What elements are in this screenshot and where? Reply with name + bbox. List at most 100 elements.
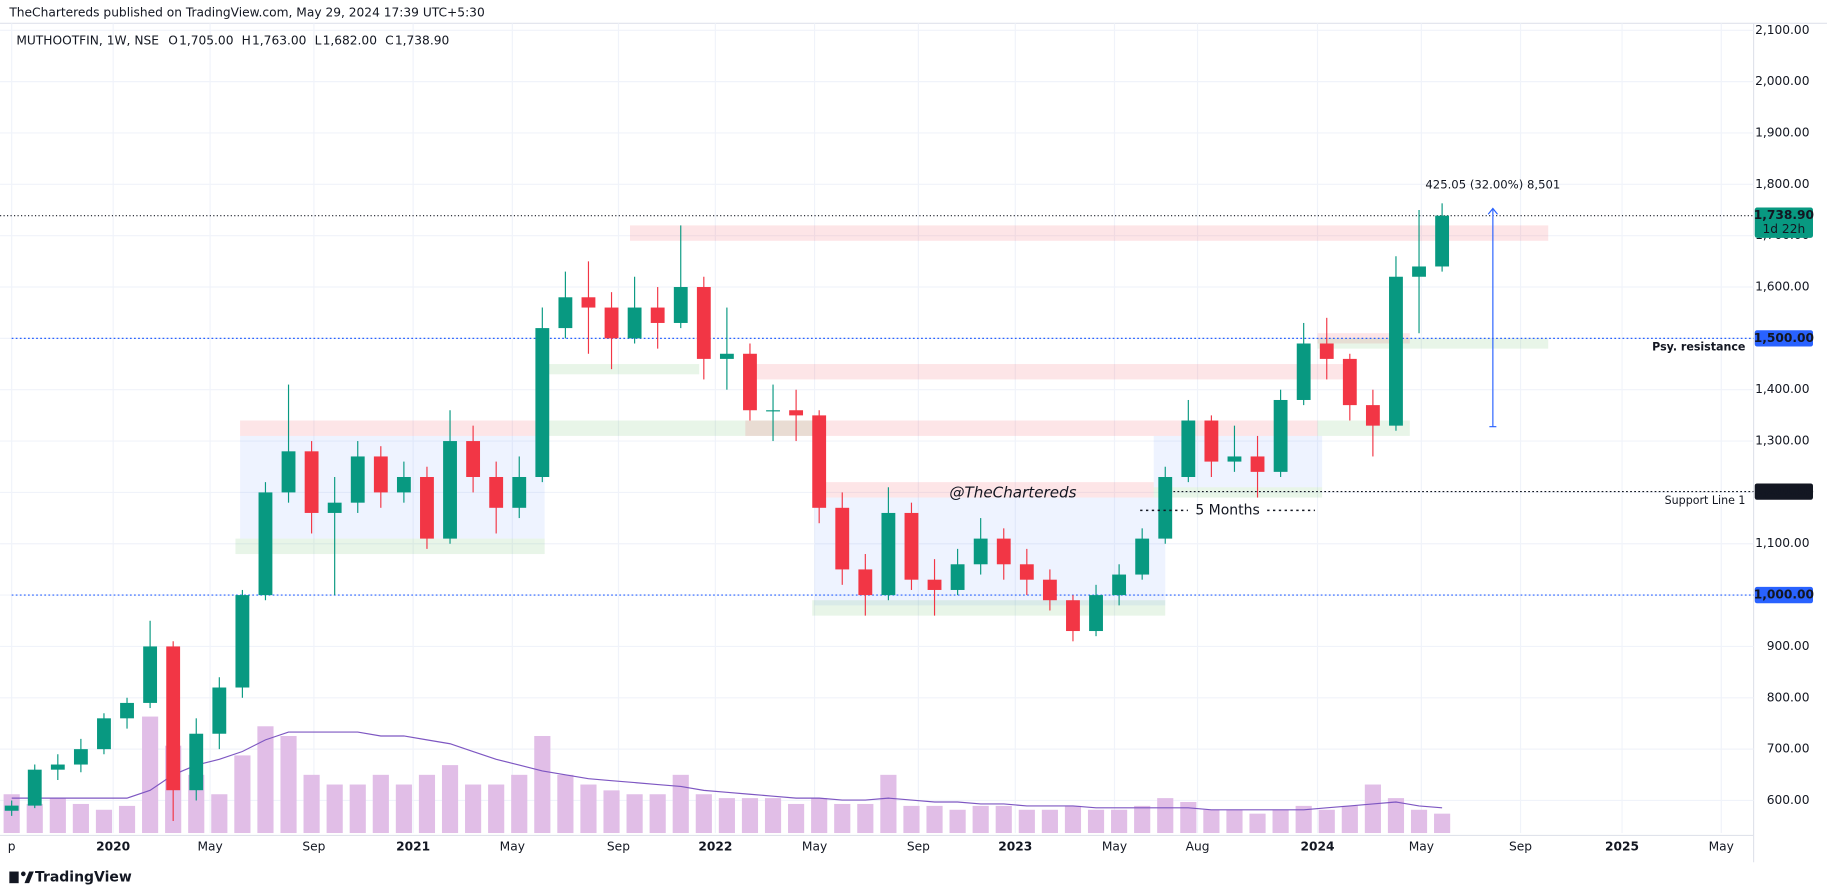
countdown-label: 1d 22h — [1763, 222, 1806, 236]
x-tick-label: 2022 — [698, 840, 732, 854]
volume-bar — [557, 774, 574, 834]
candle-body — [1389, 276, 1403, 426]
candle-body — [604, 307, 619, 339]
published-note: TheChartereds published on TradingView.c… — [8, 5, 484, 19]
candle-body — [97, 718, 111, 750]
price-tag-label: 1,500.00 — [1754, 331, 1814, 345]
footer-logo: TradingView — [9, 869, 132, 885]
candle-body — [650, 307, 665, 323]
candle-body — [212, 687, 227, 734]
candle-body — [143, 646, 158, 703]
x-tick-label: 2025 — [1605, 840, 1639, 854]
candle-body — [120, 702, 134, 719]
zone — [1317, 333, 1410, 344]
candle-body — [789, 410, 804, 416]
y-tick-label: 1,800.00 — [1755, 177, 1809, 191]
volume-bar — [718, 798, 735, 834]
candle-body — [881, 512, 896, 596]
footer-brand: TradingView — [35, 869, 132, 885]
candle-body — [1227, 456, 1242, 462]
candle-body — [812, 415, 827, 508]
candle-body — [743, 353, 757, 411]
volume-bar — [880, 774, 897, 834]
candle-body — [581, 297, 596, 308]
candle-body — [189, 733, 204, 791]
candle-body — [50, 764, 65, 770]
volume-bar — [903, 805, 920, 834]
measure-arrowhead — [1487, 207, 1498, 215]
candle-body — [1342, 358, 1357, 406]
annotation: 5 Months — [1195, 502, 1259, 518]
volume-bar — [1387, 798, 1405, 834]
candle-body — [558, 297, 573, 329]
price-tag-label: 1,201.55 — [1754, 484, 1814, 498]
volume-bar — [211, 794, 228, 834]
candle-body — [396, 476, 411, 493]
volume-bar — [26, 803, 43, 834]
last-price-label: 1,738.90 — [1754, 208, 1814, 222]
volume-bar — [1134, 805, 1151, 834]
volume-bar — [811, 798, 828, 834]
ohlc-value: 1,738.90 — [395, 33, 449, 47]
candle-body — [1250, 456, 1265, 472]
candle-body — [1181, 420, 1196, 477]
volume-bar — [788, 803, 805, 834]
y-tick-label: 1,300.00 — [1755, 434, 1809, 448]
candle-body — [4, 805, 19, 811]
volume-bar — [580, 784, 597, 834]
candle-body — [996, 538, 1011, 565]
volume-bar — [764, 798, 782, 834]
volume-bar — [303, 774, 320, 834]
volume-bar — [741, 798, 759, 834]
candle-body — [1042, 579, 1057, 601]
volume-bar — [1157, 798, 1174, 834]
price-tag — [1754, 330, 1813, 347]
volume-bar — [972, 805, 989, 834]
candle-body — [73, 749, 88, 765]
candle-body — [927, 579, 942, 590]
candle-body — [281, 451, 296, 493]
volume-bar — [465, 784, 482, 834]
candle-body — [858, 569, 873, 596]
candle-body — [1435, 215, 1450, 267]
volume-bar — [418, 774, 436, 834]
x-tick-label: 2023 — [998, 840, 1032, 854]
x-tick-label: p — [8, 840, 16, 854]
volume-bar — [1434, 813, 1451, 834]
x-tick-label: May — [197, 840, 222, 854]
volume-bar — [626, 794, 643, 834]
candle-body — [1365, 405, 1380, 426]
zone — [1317, 420, 1410, 436]
y-tick-label: 1,600.00 — [1755, 280, 1809, 294]
ohlc-value: 1,682.00 — [323, 33, 377, 47]
y-tick-label: 600.00 — [1767, 793, 1810, 807]
y-tick-label: 900.00 — [1767, 639, 1810, 653]
plot — [0, 23, 1754, 834]
zone — [537, 364, 700, 375]
candle-body — [1296, 343, 1311, 400]
ohlc-key: H — [242, 33, 251, 47]
volume-bar — [1318, 809, 1335, 834]
candle-body — [1412, 266, 1426, 277]
ohlc-value: 1,763.00 — [252, 33, 306, 47]
line-label: Support Line 1 — [1665, 494, 1746, 507]
x-tick-label: 2020 — [96, 840, 130, 854]
zone — [535, 420, 815, 436]
volume-bar — [695, 794, 712, 834]
candle-body — [627, 307, 642, 339]
x-tick-label: Sep — [607, 840, 630, 854]
candle-body — [443, 441, 457, 539]
x-tick-label: May — [1409, 840, 1434, 854]
zone — [629, 225, 1549, 241]
x-tick-label: May — [1709, 840, 1734, 854]
volume-bar — [1226, 809, 1243, 834]
candle-body — [1319, 343, 1334, 359]
volume-bar — [1364, 784, 1381, 834]
candle-body — [327, 502, 342, 513]
volume-bar — [949, 809, 966, 834]
volume-bar — [349, 784, 366, 834]
line-label: Psy. resistance — [1652, 341, 1745, 354]
candle-body — [973, 538, 988, 565]
